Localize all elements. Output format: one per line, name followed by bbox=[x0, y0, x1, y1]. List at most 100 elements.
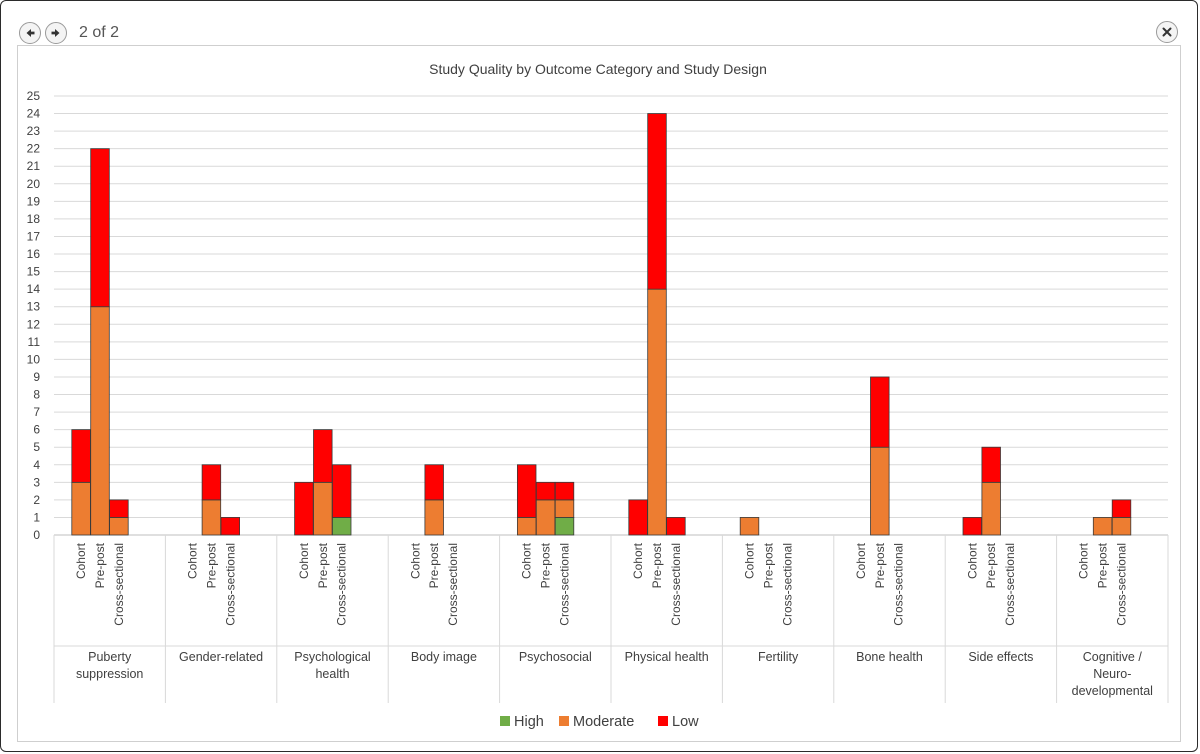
bar-segment-moderate bbox=[981, 481, 1001, 536]
x-category-label: Fertility bbox=[758, 650, 799, 664]
y-tick-label: 19 bbox=[27, 194, 41, 208]
arrow-right-icon bbox=[51, 29, 60, 37]
legend-label-moderate: Moderate bbox=[573, 714, 634, 730]
x-design-label: Cohort bbox=[965, 542, 979, 579]
x-design-label: Pre-post bbox=[984, 542, 998, 588]
bar-segment-high bbox=[554, 517, 575, 536]
y-tick-label: 10 bbox=[27, 352, 41, 366]
x-category-label: Psychosocial bbox=[519, 650, 592, 664]
viewer-toolbar: 2 of 2 bbox=[19, 21, 119, 45]
y-tick-label: 6 bbox=[33, 423, 40, 437]
x-design-label: Cohort bbox=[1077, 542, 1091, 579]
bar-segment-low bbox=[331, 464, 352, 518]
x-design-label: Cross-sectional bbox=[112, 543, 126, 626]
legend-swatch-high bbox=[500, 716, 510, 726]
y-tick-label: 8 bbox=[33, 388, 40, 402]
bar-segment-moderate bbox=[554, 499, 575, 518]
x-category-label-line: Fertility bbox=[758, 650, 799, 664]
y-tick-label: 5 bbox=[33, 440, 40, 454]
legend-swatch-low bbox=[658, 716, 668, 726]
x-design-label: Cohort bbox=[743, 542, 757, 579]
bar-segment-low bbox=[870, 376, 890, 448]
bar-segment-low bbox=[981, 446, 1001, 483]
x-design-label: Pre-post bbox=[650, 542, 664, 588]
x-design-label: Cross-sectional bbox=[223, 543, 237, 626]
x-design-label: Cross-sectional bbox=[780, 543, 794, 626]
x-category-label: Bone health bbox=[856, 650, 923, 664]
x-category-label-line: Cognitive / bbox=[1083, 650, 1143, 664]
bar-segment-low bbox=[109, 499, 129, 518]
x-category-label-line: Psychological bbox=[294, 650, 370, 664]
x-design-label: Pre-post bbox=[539, 542, 553, 588]
bar-segment-low bbox=[201, 464, 222, 501]
image-counter: 2 of 2 bbox=[79, 24, 120, 41]
x-design-label: Cross-sectional bbox=[446, 543, 460, 626]
x-category-label-line: suppression bbox=[76, 667, 143, 681]
x-category-label-line: Psychosocial bbox=[519, 650, 592, 664]
x-category-label: Physical health bbox=[625, 650, 709, 664]
x-category-label-line: health bbox=[315, 667, 349, 681]
x-design-label: Cross-sectional bbox=[892, 543, 906, 626]
bar-segment-moderate bbox=[90, 306, 110, 536]
x-category-label: Body image bbox=[411, 650, 477, 664]
x-design-label: Cohort bbox=[631, 542, 645, 579]
bar-segment-low bbox=[535, 481, 556, 501]
y-tick-label: 22 bbox=[27, 142, 41, 156]
x-design-label: Pre-post bbox=[873, 542, 887, 588]
previous-button[interactable] bbox=[19, 22, 41, 44]
bar-chart: Study Quality by Outcome Category and St… bbox=[27, 61, 1169, 730]
bar-segment-low bbox=[628, 499, 648, 536]
x-design-label: Cohort bbox=[854, 542, 868, 579]
y-tick-label: 18 bbox=[27, 212, 41, 226]
y-tick-label: 13 bbox=[27, 300, 41, 314]
bar-segment-low bbox=[424, 464, 444, 501]
y-tick-label: 11 bbox=[28, 335, 41, 349]
y-tick-label: 12 bbox=[27, 317, 41, 331]
bar-segment-low bbox=[554, 481, 575, 501]
x-design-label: Cohort bbox=[297, 542, 311, 579]
y-tick-label: 9 bbox=[33, 370, 40, 384]
y-tick-label: 17 bbox=[27, 229, 41, 243]
arrow-left-icon bbox=[26, 29, 35, 37]
bar-segment-low bbox=[313, 429, 333, 483]
bar-segment-moderate bbox=[109, 517, 129, 536]
bar-segment-low bbox=[71, 429, 91, 483]
x-category-label-line: Body image bbox=[411, 650, 477, 664]
x-category-label-line: Neuro- bbox=[1093, 667, 1131, 681]
y-tick-label: 20 bbox=[27, 177, 41, 191]
bar-segment-moderate bbox=[1092, 517, 1113, 536]
chart-title: Study Quality by Outcome Category and St… bbox=[429, 61, 767, 77]
bar-segment-moderate bbox=[1111, 517, 1132, 536]
x-design-label: Pre-post bbox=[1096, 542, 1110, 588]
y-tick-label: 2 bbox=[33, 493, 40, 507]
y-tick-label: 7 bbox=[33, 405, 40, 419]
bar-segment-low bbox=[647, 113, 667, 290]
y-tick-label: 3 bbox=[33, 475, 40, 489]
x-design-label: Cohort bbox=[74, 542, 88, 579]
x-design-label: Cohort bbox=[520, 542, 534, 579]
bar-segment-low bbox=[962, 517, 983, 536]
x-design-label: Cohort bbox=[186, 542, 200, 579]
x-category-label: Puberty suppression bbox=[76, 650, 143, 681]
y-tick-label: 24 bbox=[27, 107, 41, 121]
bar-segment-high bbox=[331, 517, 352, 536]
x-design-label: Cross-sectional bbox=[1115, 543, 1129, 626]
x-design-label: Cohort bbox=[408, 542, 422, 579]
x-design-label: Cross-sectional bbox=[558, 543, 572, 626]
close-button[interactable] bbox=[1156, 21, 1178, 43]
x-design-label: Cross-sectional bbox=[669, 543, 683, 626]
bar-segment-low bbox=[666, 517, 686, 536]
x-design-label: Cross-sectional bbox=[335, 543, 349, 626]
x-category-label: Gender-related bbox=[179, 650, 263, 664]
y-tick-label: 1 bbox=[33, 510, 40, 524]
y-tick-label: 4 bbox=[33, 458, 40, 472]
x-category-label-line: Gender-related bbox=[179, 650, 263, 664]
x-design-label: Pre-post bbox=[427, 542, 441, 588]
next-button[interactable] bbox=[45, 22, 67, 44]
x-category-label-line: Puberty bbox=[88, 650, 132, 664]
bar-segment-moderate bbox=[313, 481, 333, 536]
bar-segment-low bbox=[90, 148, 110, 308]
x-category-label-line: Physical health bbox=[625, 650, 709, 664]
bar-segment-moderate bbox=[71, 481, 91, 536]
bar-segment-moderate bbox=[424, 499, 444, 536]
